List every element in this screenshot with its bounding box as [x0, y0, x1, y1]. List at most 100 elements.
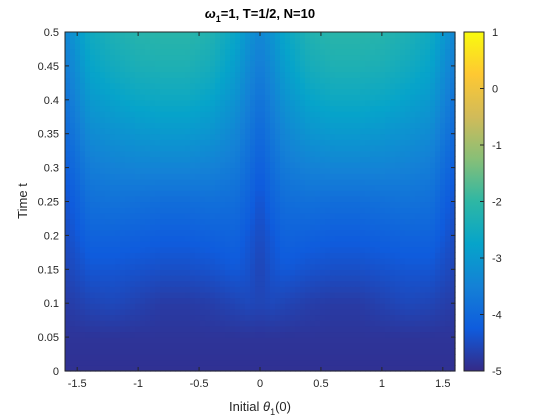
heatmap-cell	[140, 229, 146, 236]
heatmap-cell	[440, 48, 446, 56]
heatmap-cell	[335, 161, 341, 169]
heatmap-cell	[180, 218, 186, 225]
heatmap-cell	[270, 241, 276, 248]
heatmap-cell	[445, 94, 451, 101]
heatmap-cell	[370, 325, 376, 333]
heatmap-cell	[255, 348, 261, 355]
heatmap-cell	[385, 269, 391, 276]
heatmap-cell	[440, 291, 446, 299]
heatmap-cell	[135, 297, 141, 304]
heatmap-cell	[155, 48, 161, 56]
heatmap-cell	[175, 82, 181, 90]
heatmap-cell	[450, 263, 456, 270]
heatmap-cell	[250, 65, 256, 73]
heatmap-cell	[65, 212, 71, 220]
heatmap-cell	[130, 65, 136, 73]
heatmap-cell	[225, 65, 231, 73]
heatmap-cell	[80, 342, 86, 349]
heatmap-cell	[115, 263, 121, 270]
heatmap-cell	[155, 43, 161, 50]
heatmap-cell	[320, 218, 326, 225]
heatmap-cell	[225, 207, 231, 214]
heatmap-cell	[80, 71, 86, 78]
heatmap-cell	[165, 82, 171, 90]
heatmap-cell	[350, 348, 356, 355]
heatmap-cell	[145, 229, 151, 236]
heatmap-cell	[235, 280, 241, 287]
heatmap-cell	[415, 331, 421, 338]
heatmap-cell	[155, 173, 161, 180]
heatmap-cell	[295, 37, 301, 44]
heatmap-cell	[205, 201, 211, 208]
heatmap-cell	[95, 348, 101, 355]
heatmap-cell	[285, 258, 291, 265]
heatmap-cell	[170, 241, 176, 248]
heatmap-cell	[440, 348, 446, 355]
heatmap-cell	[430, 77, 436, 84]
heatmap-cell	[410, 314, 416, 321]
heatmap-cell	[425, 258, 431, 265]
heatmap-cell	[310, 43, 316, 50]
heatmap-cell	[235, 133, 241, 140]
heatmap-cell	[195, 94, 201, 101]
heatmap-cell	[70, 133, 76, 140]
heatmap-cell	[80, 252, 86, 259]
heatmap-cell	[145, 348, 151, 355]
y-tick-label: 0.45	[38, 61, 59, 73]
heatmap-cell	[195, 297, 201, 304]
heatmap-cell	[115, 71, 121, 78]
heatmap-cell	[405, 48, 411, 56]
heatmap-cell	[270, 94, 276, 101]
heatmap-cell	[90, 354, 96, 361]
heatmap-cell	[395, 161, 401, 169]
heatmap-cell	[95, 99, 101, 107]
heatmap-cell	[260, 269, 266, 276]
heatmap-cell	[390, 320, 396, 327]
heatmap-cell	[225, 37, 231, 44]
heatmap-cell	[210, 48, 216, 56]
heatmap-cell	[120, 167, 126, 174]
heatmap-cell	[360, 111, 366, 118]
heatmap-cell	[335, 190, 341, 197]
heatmap-cell	[180, 37, 186, 44]
heatmap-cell	[335, 297, 341, 304]
heatmap-cell	[280, 348, 286, 355]
heatmap-cell	[295, 48, 301, 56]
heatmap-cell	[405, 105, 411, 112]
heatmap-cell	[135, 263, 141, 270]
heatmap-cell	[95, 111, 101, 118]
heatmap-cell	[230, 263, 236, 270]
heatmap-cell	[395, 178, 401, 186]
heatmap-cell	[175, 111, 181, 118]
heatmap-cell	[310, 291, 316, 299]
heatmap-cell	[95, 71, 101, 78]
heatmap-cell	[255, 365, 261, 372]
heatmap-cell	[420, 359, 426, 366]
heatmap-cell	[395, 337, 401, 344]
heatmap-cell	[110, 82, 116, 90]
heatmap-cell	[385, 235, 391, 242]
heatmap-cell	[250, 359, 256, 366]
heatmap-cell	[240, 274, 246, 282]
heatmap-cell	[205, 48, 211, 56]
heatmap-cell	[440, 325, 446, 333]
heatmap-cell	[65, 325, 71, 333]
heatmap-cell	[410, 88, 416, 95]
heatmap-cell	[225, 32, 231, 39]
heatmap-cell	[250, 258, 256, 265]
heatmap-cell	[105, 342, 111, 349]
heatmap-cell	[440, 331, 446, 338]
heatmap-cell	[325, 207, 331, 214]
heatmap-cell	[210, 331, 216, 338]
heatmap-cell	[380, 150, 386, 157]
heatmap-cell	[220, 297, 226, 304]
heatmap-cell	[310, 65, 316, 73]
heatmap-cell	[365, 359, 371, 366]
heatmap-cell	[430, 190, 436, 197]
heatmap-cell	[365, 195, 371, 203]
heatmap-cell	[280, 235, 286, 242]
heatmap-cell	[185, 235, 191, 242]
heatmap-cell	[260, 65, 266, 73]
heatmap-cell	[395, 82, 401, 90]
